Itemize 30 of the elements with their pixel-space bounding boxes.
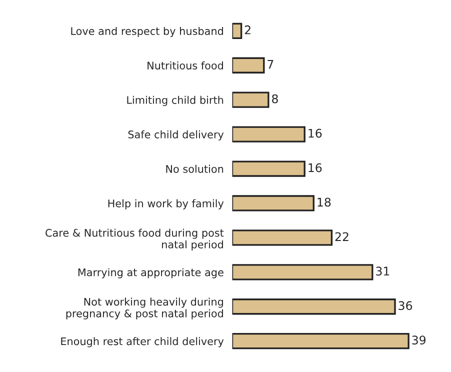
bar (232, 195, 314, 212)
data-label: 16 (308, 128, 322, 138)
y-tick-label: Care & Nutritious food during post natal period (46, 228, 224, 250)
bar (232, 230, 333, 246)
y-tick-label: No solution (166, 164, 224, 173)
y-tick-label: Nutritious food (148, 61, 223, 70)
y-tick-label: Limiting child birth (127, 96, 224, 106)
bar (232, 264, 374, 280)
y-tick-label: Love and respect by husband (71, 26, 223, 38)
bar (232, 92, 270, 108)
bar (232, 333, 410, 350)
y-tick-label: Safe child delivery (128, 130, 224, 140)
y-tick-label: Enough rest after child delivery (61, 337, 224, 348)
data-label: 8 (272, 94, 278, 104)
data-label: 18 (318, 198, 331, 207)
data-label: 39 (412, 336, 426, 345)
data-label: 7 (268, 60, 274, 69)
bar (232, 298, 396, 315)
bar (232, 126, 306, 142)
data-label: 31 (376, 266, 390, 276)
bar (232, 57, 265, 74)
bar (232, 160, 306, 177)
y-tick-label: Not working heavily during pregnancy & post natal period (66, 298, 223, 320)
y-tick-label: Marrying at appropriate age (78, 268, 224, 278)
data-label: 2 (244, 25, 250, 34)
y-tick-label: Help in work by family (108, 199, 224, 210)
data-label: 36 (398, 301, 412, 310)
data-label: 22 (335, 232, 348, 241)
data-label: 16 (308, 163, 322, 172)
bar (232, 22, 242, 39)
